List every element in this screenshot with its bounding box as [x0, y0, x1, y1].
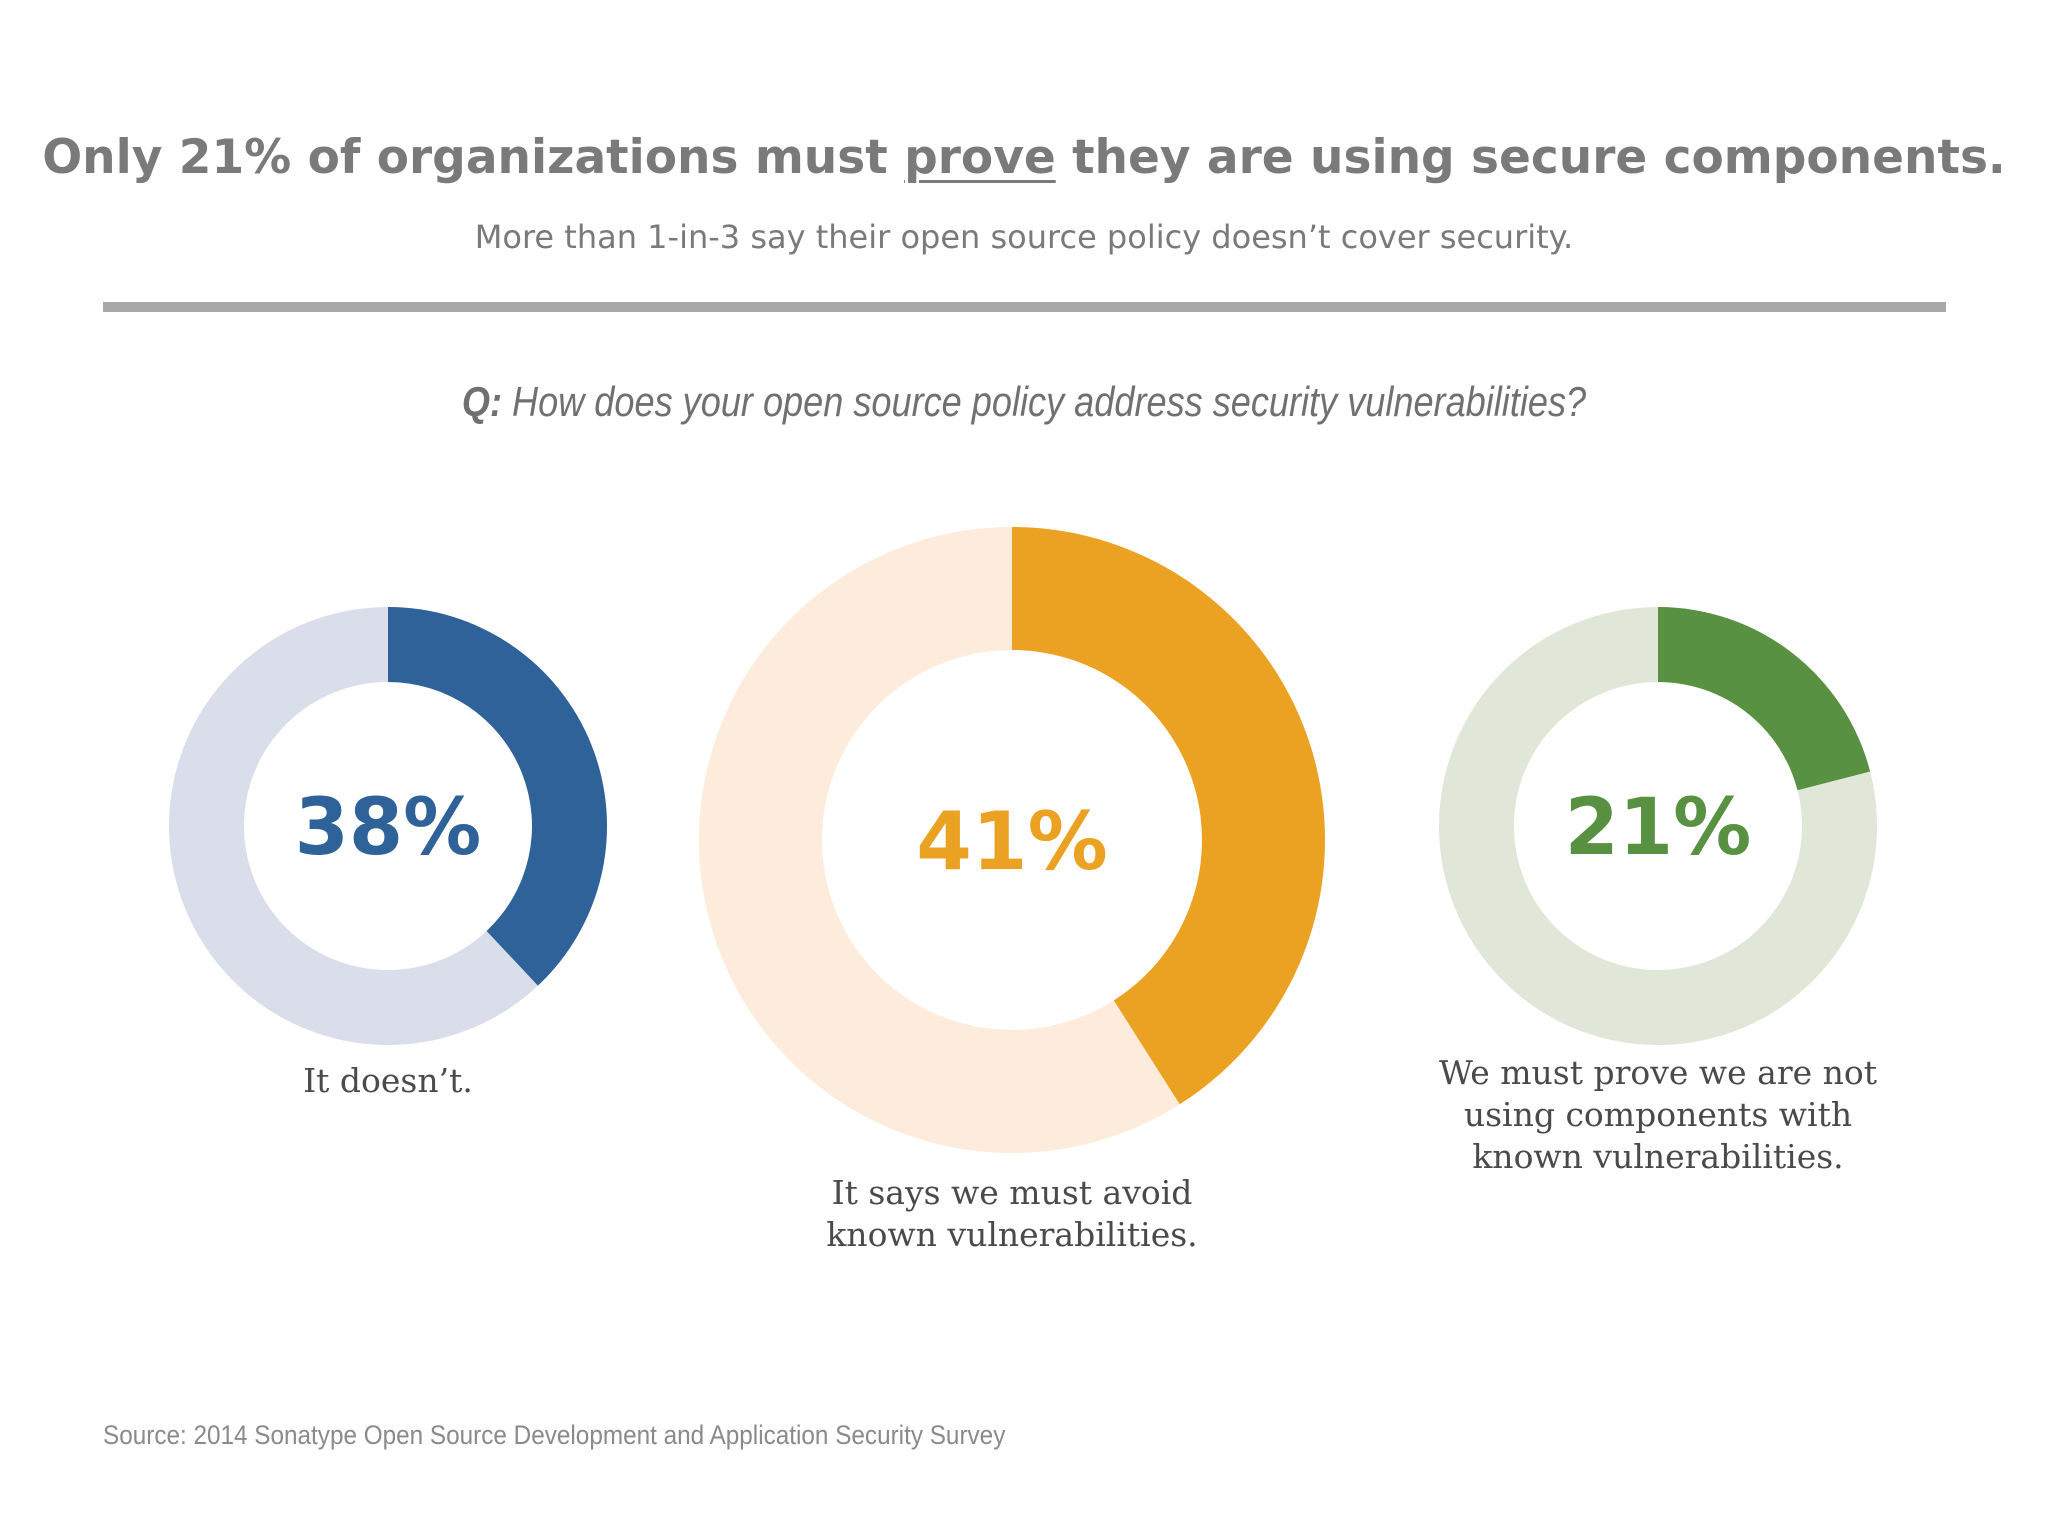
donut-arc-3: [1658, 607, 1871, 791]
headline-end: they are using secure components.: [1055, 130, 2006, 185]
donut-arc-2: [1012, 527, 1325, 1105]
question-prefix: Q:: [461, 378, 502, 425]
source-note: Source: 2014 Sonatype Open Source Develo…: [103, 1420, 1006, 1450]
donut-value-2: 41%: [916, 795, 1107, 888]
donut-label-2: It says we must avoid known vulnerabilit…: [826, 1173, 1198, 1254]
subheadline: More than 1-in-3 say their open source p…: [474, 218, 1574, 256]
question-text: How does your open source policy address…: [501, 378, 1587, 425]
headline: Only 21% of organizations must prove the…: [0, 130, 2048, 185]
donut-label-3: We must prove we are not using component…: [1438, 1053, 1878, 1176]
donut-label-1: It doesn’t.: [303, 1061, 473, 1100]
divider: [103, 302, 1946, 312]
donut-value-1: 38%: [295, 783, 482, 873]
survey-question: Q: How does your open source policy addr…: [143, 378, 1904, 426]
headline-start: Only 21% of organizations must: [42, 130, 905, 185]
headline-emphasis: prove: [904, 130, 1056, 185]
donut-arc-1: [388, 607, 607, 986]
donut-value-3: 21%: [1565, 783, 1752, 873]
